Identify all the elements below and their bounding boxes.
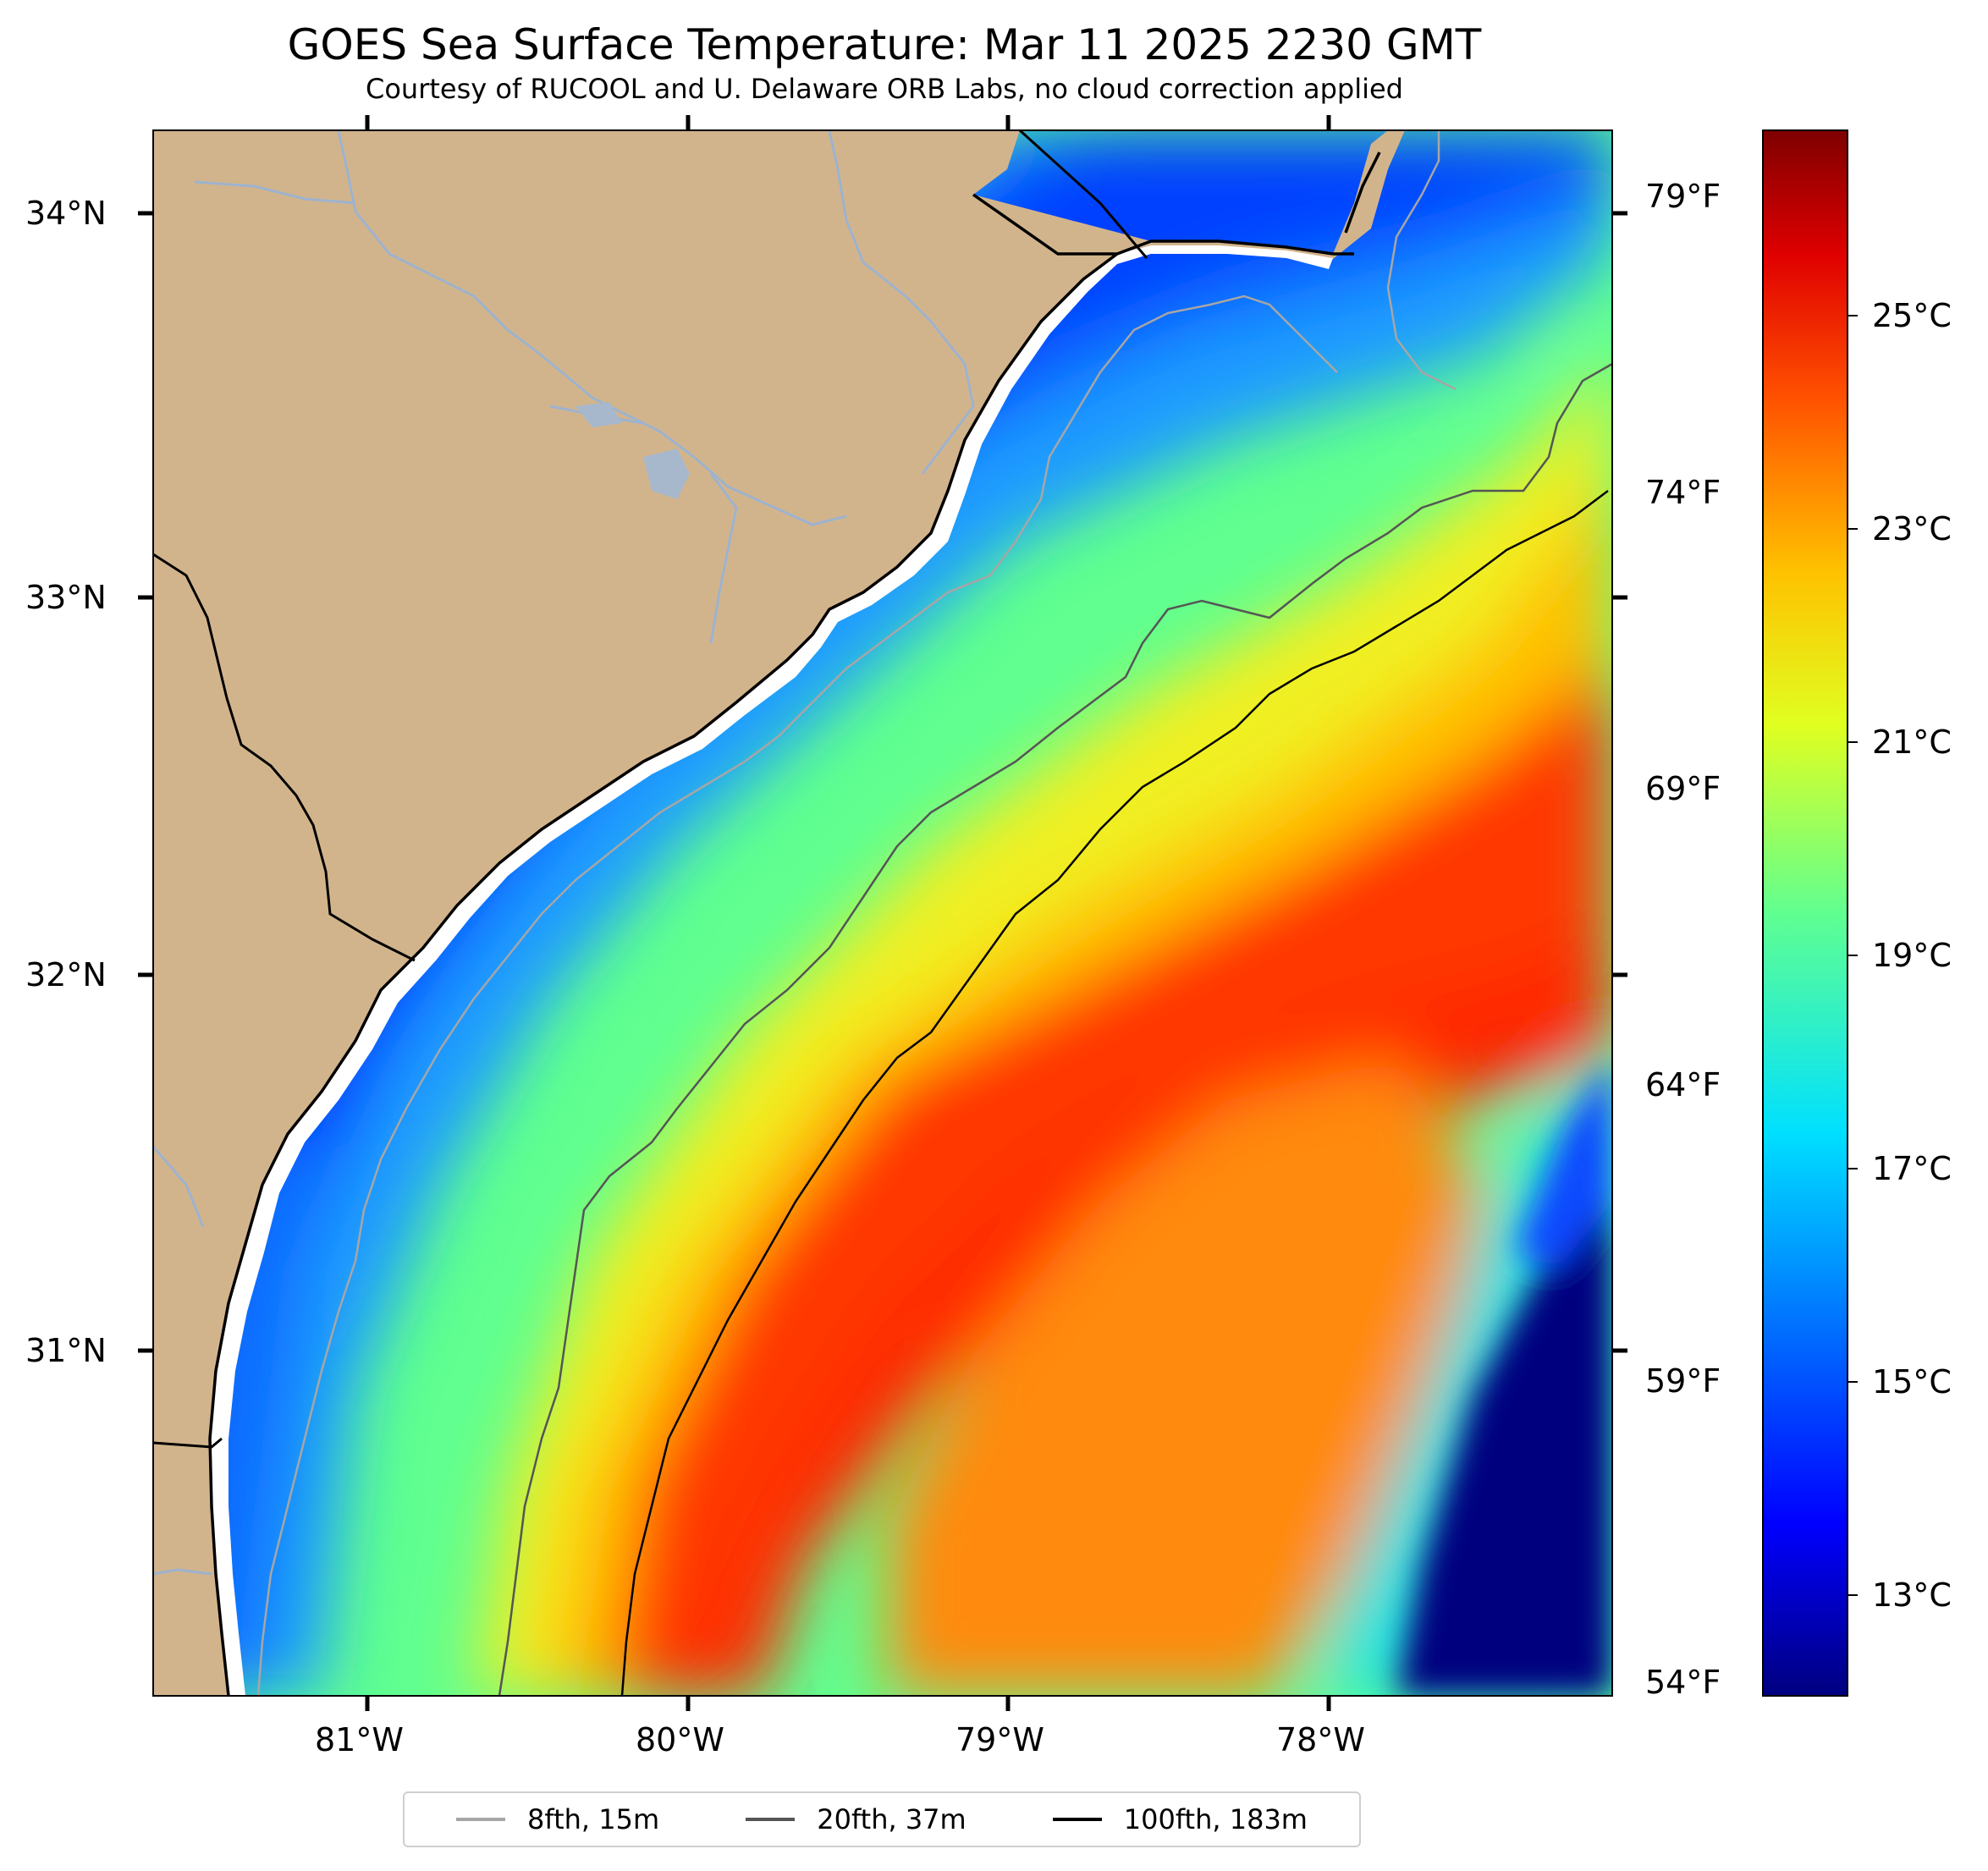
colorbar-label: 19°C xyxy=(1872,937,1952,974)
lon-label: 79°W xyxy=(955,1721,1044,1758)
legend-item-20fth: 20fth, 37m xyxy=(746,1803,966,1835)
colorbar-label: 21°C xyxy=(1872,724,1952,761)
land xyxy=(153,130,1405,1696)
legend-swatch xyxy=(1052,1818,1102,1821)
fahrenheit-label: 64°F xyxy=(1645,1066,1721,1103)
colorbar-label: 15°C xyxy=(1872,1363,1952,1400)
isobath-100fth xyxy=(620,490,1609,1696)
fahrenheit-label: 54°F xyxy=(1645,1664,1721,1701)
sst-map xyxy=(153,130,1612,1696)
colorbar-ticks xyxy=(1848,315,1858,1596)
colorbar-label: 17°C xyxy=(1872,1150,1952,1187)
lat-label: 33°N xyxy=(25,579,107,616)
axis-ticks xyxy=(138,115,1627,1711)
map-frame xyxy=(152,129,1613,1697)
colorbar-label: 25°C xyxy=(1872,297,1952,334)
legend-label: 100fth, 183m xyxy=(1123,1803,1308,1835)
lon-label: 81°W xyxy=(315,1721,404,1758)
chart-title: GOES Sea Surface Temperature: Mar 11 202… xyxy=(287,20,1482,69)
legend-label: 20fth, 37m xyxy=(817,1803,966,1835)
legend-item-8fth: 8fth, 15m xyxy=(456,1803,659,1835)
lat-label: 32°N xyxy=(25,956,107,993)
fahrenheit-label: 74°F xyxy=(1645,474,1721,511)
legend-label: 8fth, 15m xyxy=(527,1803,660,1835)
fahrenheit-label: 79°F xyxy=(1645,178,1721,215)
lon-label: 78°W xyxy=(1276,1721,1365,1758)
isobath-20fth xyxy=(498,362,1612,1696)
isobath-8fth xyxy=(256,130,1457,1696)
legend: 8fth, 15m 20fth, 37m 100fth, 183m xyxy=(403,1791,1361,1847)
state-border xyxy=(153,130,1148,1449)
lat-label: 34°N xyxy=(25,195,107,232)
lat-label: 31°N xyxy=(25,1332,107,1369)
legend-swatch xyxy=(746,1818,796,1821)
colorbar-label: 13°C xyxy=(1872,1577,1952,1614)
coastline xyxy=(208,151,1381,1696)
fahrenheit-label: 59°F xyxy=(1645,1362,1721,1400)
legend-swatch xyxy=(456,1818,506,1821)
colorbar-label: 23°C xyxy=(1872,510,1952,548)
colorbar xyxy=(1762,129,1848,1697)
chart-subtitle: Courtesy of RUCOOL and U. Delaware ORB L… xyxy=(366,73,1403,105)
lon-label: 80°W xyxy=(636,1721,724,1758)
fahrenheit-label: 69°F xyxy=(1645,770,1721,807)
legend-item-100fth: 100fth, 183m xyxy=(1052,1803,1308,1835)
lake xyxy=(575,402,690,499)
